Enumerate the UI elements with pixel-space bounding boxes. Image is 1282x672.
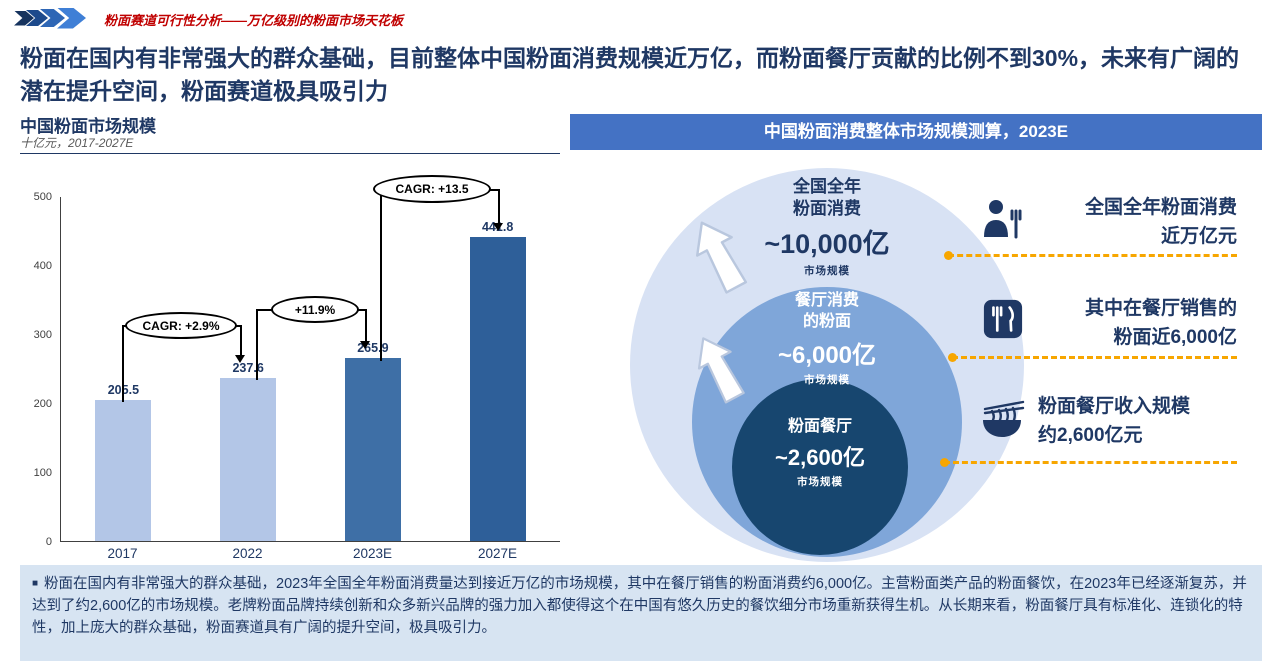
outer-value: ~10,000亿: [764, 229, 890, 260]
dashed-connector: [948, 254, 1237, 257]
outer-circle-text: 全国全年 粉面消费 ~10,000亿 市场规模: [717, 176, 937, 278]
legend-item-restaurant-noodles: 其中在餐厅销售的 粉面近6,000亿: [1007, 295, 1237, 352]
circle-noodle-restaurants: [732, 379, 908, 555]
bar-slot: 265.9: [311, 197, 436, 541]
middle-caption: 市场规模: [804, 373, 850, 386]
inner-caption: 市场规模: [797, 475, 843, 488]
up-arrow-icon: [685, 327, 752, 408]
bars-container: 205.5 237.6 265.9 441.8: [61, 197, 560, 541]
divider-line: [20, 153, 560, 154]
dashed-connector: [952, 356, 1237, 359]
x-axis: 2017 2022 2023E 2027E: [60, 546, 560, 561]
x-axis-label: 2023E: [352, 546, 393, 561]
chevron-icon: [26, 10, 48, 26]
middle-label-line2: 的粉面: [802, 312, 851, 330]
y-axis-label: 400: [33, 260, 52, 272]
diner-person-icon: [980, 196, 1024, 242]
legend-line2: 粉面近6,000亿: [1113, 326, 1237, 348]
inner-circle-text: 粉面餐厅 ~2,600亿 市场规模: [710, 417, 930, 489]
middle-value: ~6,000亿: [777, 341, 877, 369]
connector-dot: [948, 353, 957, 362]
y-axis-label: 500: [33, 191, 52, 203]
bar-2023E: 265.9: [344, 341, 401, 541]
panel-title-bar: 中国粉面消费整体市场规模测算，2023E: [570, 114, 1262, 150]
legend-line1: 其中在餐厅销售的: [1084, 298, 1237, 319]
legend-item-noodle-restaurants: 粉面餐厅收入规模 约2,600亿元: [1038, 393, 1268, 450]
annotation-line: [380, 189, 499, 191]
bullet-square: ■: [32, 578, 39, 589]
y-axis-label: 300: [33, 329, 52, 341]
headline-line1: 粉面在国内有非常强大的群众基础，目前整体中国粉面消费规模近万亿，而粉面餐厅贡献的…: [20, 45, 1032, 71]
chevron-icon: [14, 10, 34, 26]
fork-knife-icon: [982, 298, 1024, 340]
up-arrow-icon: [682, 211, 756, 300]
bar-value-label: 237.6: [232, 360, 264, 375]
inner-label-line1: 粉面餐厅: [787, 418, 852, 435]
bar-2027E: 441.8: [469, 220, 526, 541]
slide-headline: 粉面在国内有非常强大的群众基础，目前整体中国粉面消费规模近万亿，而粉面餐厅贡献的…: [20, 42, 1260, 107]
bar-value-label: 441.8: [481, 220, 514, 235]
chart-unit-label: 十亿元，2017-2027E: [20, 136, 134, 150]
bar-2017: 205.5: [95, 383, 152, 541]
takeaway-note: ■ 粉面在国内有非常强大的群众基础，2023年全国全年粉面消费量达到接近万亿的市场…: [20, 565, 1262, 661]
legend-line2: 约2,600亿元: [1038, 424, 1143, 446]
y-axis-label: 200: [33, 398, 52, 410]
dashed-connector: [944, 461, 1237, 464]
chevron-icon: [57, 7, 86, 29]
connector-dot: [944, 251, 953, 260]
legend-item-total: 全国全年粉面消费 近万亿元: [1007, 194, 1237, 251]
y-axis-label: 0: [45, 536, 52, 548]
chart-title: 中国粉面市场规模: [20, 117, 156, 136]
connector-dot: [940, 458, 949, 467]
bar-2022: 237.6: [220, 361, 277, 541]
x-axis-label: 2027E: [477, 546, 518, 561]
chevrons-decoration: [14, 7, 86, 29]
legend-line1: 全国全年粉面消费: [1084, 197, 1237, 218]
middle-label-line1: 餐厅消费: [794, 292, 859, 309]
legend-line2: 近万亿元: [1160, 225, 1237, 247]
market-size-diagram: 全国全年 粉面消费 ~10,000亿 市场规模 餐厅消费 的粉面 ~6,000亿…: [570, 150, 1262, 566]
takeaway-text: 粉面在国内有非常强大的群众基础，2023年全国全年粉面消费量达到接近万亿的市场规…: [32, 576, 1247, 636]
bar-value-label: 205.5: [107, 382, 140, 397]
noodle-bowl-icon: [978, 396, 1026, 440]
bar-slot: 237.6: [186, 197, 311, 541]
bar-slot: 205.5: [61, 197, 186, 541]
chevron-icon: [40, 9, 65, 27]
x-axis-label: 2022: [232, 546, 263, 561]
legend-line1: 粉面餐厅收入规模: [1038, 396, 1191, 417]
bar-slot: 441.8: [435, 197, 560, 541]
middle-circle-text: 餐厅消费 的粉面 ~6,000亿 市场规模: [717, 291, 937, 387]
bar-chart: 0 100 200 300 400 500 205.5 237.6 265.9 441.8 CA…: [20, 175, 568, 572]
headline-line2: 30%，未来有广阔的潜在提升空间，粉面赛道极具吸引力: [20, 45, 1240, 104]
bar-value-label: 265.9: [357, 341, 389, 356]
outer-label-line2: 粉面消费: [793, 199, 861, 219]
outer-caption: 市场规模: [804, 265, 850, 278]
x-axis-label: 2017: [107, 546, 138, 561]
inner-value: ~2,600亿: [775, 444, 865, 470]
section-kicker: 粉面赛道可行性分析——万亿级别的粉面市场天花板: [104, 13, 404, 28]
outer-label-line1: 全国全年: [793, 177, 861, 196]
plot-area: 205.5 237.6 265.9 441.8 CAGR: +2.9% +11.9%: [60, 175, 560, 542]
y-axis-label: 100: [33, 467, 52, 479]
y-axis: 0 100 200 300 400 500: [20, 191, 60, 548]
